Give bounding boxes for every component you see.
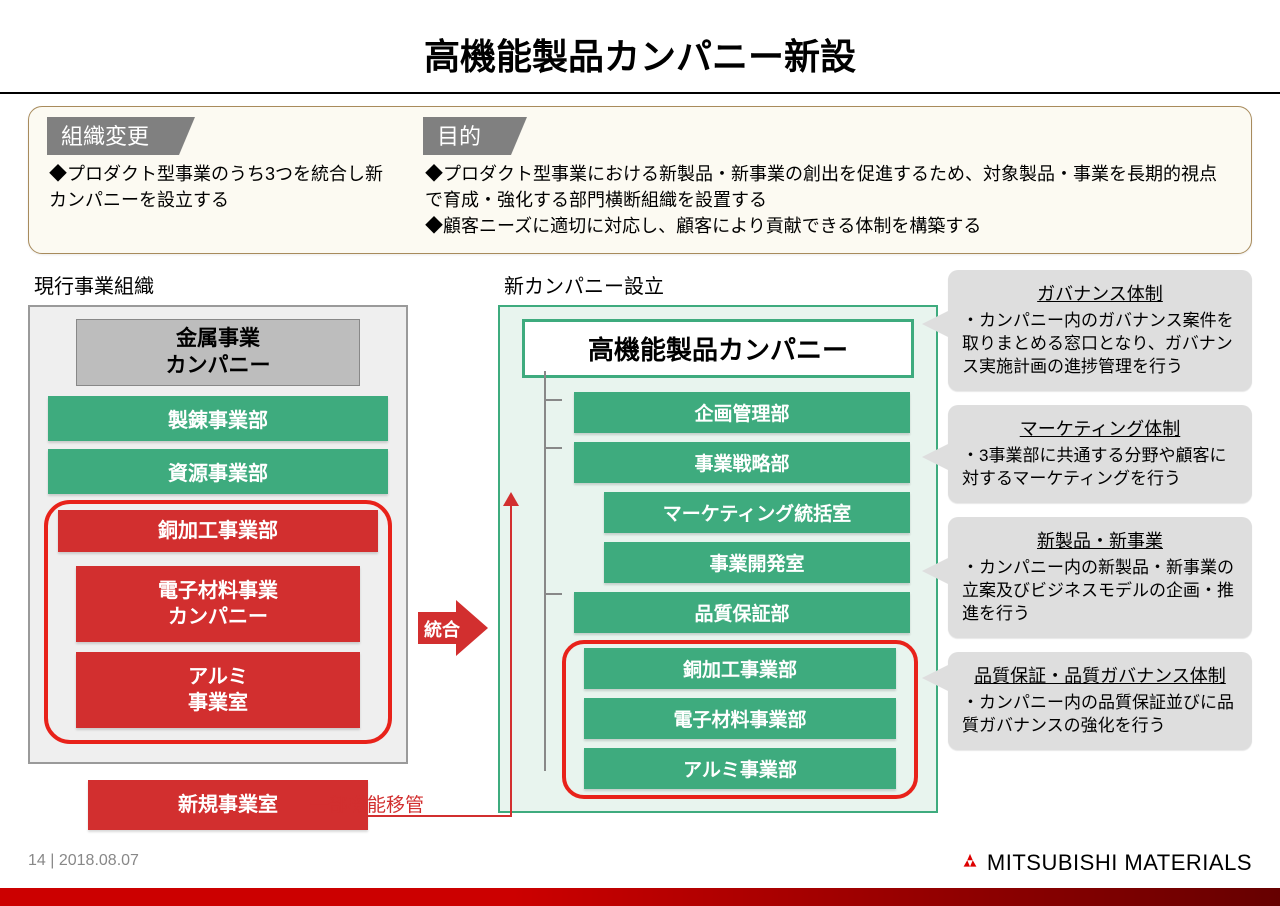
merge-arrow: 統合 [418,600,488,660]
metals-company-header: 金属事業 カンパニー [76,319,360,386]
dept-copper-new: 銅加工事業部 [584,648,896,689]
title-underline [0,92,1280,94]
purpose-bullet-1: ◆プロダクト型事業における新製品・新事業の創出を促進するため、対象製品・事業を長… [423,161,1233,213]
dept-aluminum-new: アルミ事業部 [584,748,896,789]
footer: 14 | 2018.08.07 [28,852,139,870]
logo-text: MITSUBISHI MATERIALS [987,850,1252,876]
callout-body: ・カンパニー内のガバナンス案件を取りまとめる窓口となり、ガバナンス実施計画の進捗… [962,310,1238,379]
new-company-header: 高機能製品カンパニー [522,319,914,378]
callout-tail-icon [922,310,950,338]
merge-arrow-label: 統合 [424,616,460,642]
current-org-panel: 金属事業 カンパニー 製錬事業部 資源事業部 銅加工事業部 電子材料事業 カンパ… [28,305,408,764]
bottom-accent-bar [0,888,1280,906]
dept-electronic-materials: 電子材料事業 カンパニー [76,566,360,642]
red-ring-new: 銅加工事業部 電子材料事業部 アルミ事業部 [562,640,918,799]
callout-tail-icon [922,664,950,692]
callout-tail-icon [922,443,950,471]
callout-new-products: 新製品・新事業 ・カンパニー内の新製品・新事業の立案及びビジネスモデルの企画・推… [948,517,1252,638]
tag-purpose: 目的 [423,117,511,155]
org-change-bullet: ◆プロダクト型事業のうち3つを統合し新カンパニーを設立する [47,161,387,213]
callout-quality: 品質保証・品質ガバナンス体制 ・カンパニー内の品質保証並びに品質ガバナンスの強化… [948,652,1252,750]
transfer-arrowhead-icon [503,492,519,506]
new-company-panel: 高機能製品カンパニー 企画管理部 事業戦略部 マーケティング統括室 事業開発室 … [498,305,938,813]
section-new-company: 新カンパニー設立 [504,270,938,299]
dept-electronic-new: 電子材料事業部 [584,698,896,739]
company-logo: MITSUBISHI MATERIALS [959,850,1252,876]
purpose-bullet-2: ◆顧客ニーズに適切に対応し、顧客により貢献できる体制を構築する [423,213,1233,239]
callout-title: マーケティング体制 [962,415,1238,441]
callout-body: ・3事業部に共通する分野や顧客に対するマーケティングを行う [962,445,1238,491]
transfer-label: 一部機能移管 [310,790,424,817]
dept-resources: 資源事業部 [48,449,388,494]
transfer-line-h [300,815,510,817]
dept-aluminum: アルミ 事業室 [76,652,360,728]
dept-planning-admin: 企画管理部 [574,392,910,433]
red-ring-current: 銅加工事業部 電子材料事業 カンパニー アルミ 事業室 [44,500,392,744]
callout-title: ガバナンス体制 [962,280,1238,306]
callout-title: 新製品・新事業 [962,527,1238,553]
section-current-org: 現行事業組織 [34,270,408,299]
dept-marketing-office: マーケティング統括室 [604,492,910,533]
footer-date: 2018.08.07 [59,852,139,869]
mitsubishi-logo-icon [959,852,981,874]
callout-marketing: マーケティング体制 ・3事業部に共通する分野や顧客に対するマーケティングを行う [948,405,1252,503]
tree-trunk-line [544,371,546,771]
callout-title: 品質保証・品質ガバナンス体制 [962,662,1238,688]
page-title: 高機能製品カンパニー新設 [28,20,1252,92]
page-number: 14 [28,852,46,869]
dept-smelting: 製錬事業部 [48,396,388,441]
callout-body: ・カンパニー内の品質保証並びに品質ガバナンスの強化を行う [962,692,1238,738]
tag-org-change: 組織変更 [47,117,179,155]
dept-copper-processing: 銅加工事業部 [58,510,378,552]
tree-branch [544,399,562,401]
transfer-line-v [510,500,512,817]
info-panel: 組織変更 ◆プロダクト型事業のうち3つを統合し新カンパニーを設立する 目的 ◆プ… [28,106,1252,254]
callout-body: ・カンパニー内の新製品・新事業の立案及びビジネスモデルの企画・推進を行う [962,557,1238,626]
dept-business-development: 事業開発室 [604,542,910,583]
tree-branch [544,447,562,449]
callout-tail-icon [922,557,950,585]
callout-governance: ガバナンス体制 ・カンパニー内のガバナンス案件を取りまとめる窓口となり、ガバナン… [948,270,1252,391]
dept-quality-assurance: 品質保証部 [574,592,910,633]
tree-branch [544,593,562,595]
callout-column: ガバナンス体制 ・カンパニー内のガバナンス案件を取りまとめる窓口となり、ガバナン… [948,270,1252,763]
dept-business-strategy: 事業戦略部 [574,442,910,483]
